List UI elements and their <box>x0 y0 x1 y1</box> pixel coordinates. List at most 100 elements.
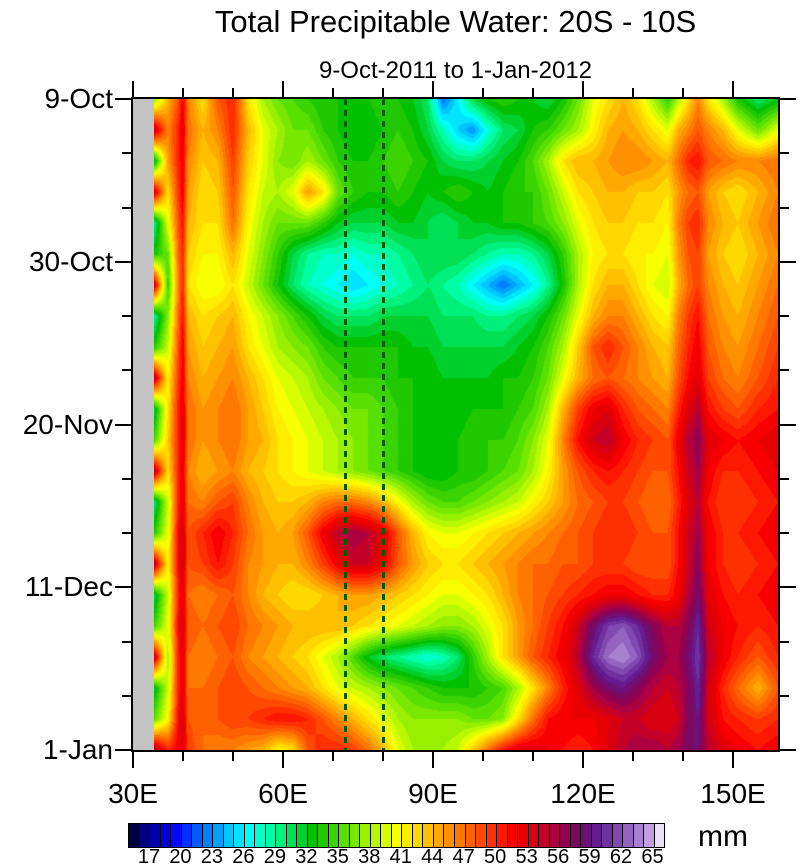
x-tick-minor-top <box>482 88 484 97</box>
colorbar-cell <box>202 824 214 847</box>
colorbar-cell <box>654 824 665 847</box>
y-tick-label: 20-Nov <box>22 408 113 440</box>
x-tick-major <box>132 752 134 768</box>
y-tick-label: 1-Jan <box>42 734 113 765</box>
y-tick-minor <box>122 152 131 155</box>
colorbar-cell <box>244 824 256 847</box>
colorbar-tick-label: 56 <box>546 846 570 867</box>
y-tick-minor-right <box>780 477 789 480</box>
colorbar-cell <box>465 824 477 847</box>
colorbar-cell <box>255 824 266 847</box>
colorbar-cell <box>402 824 413 847</box>
x-tick-major-top <box>282 81 284 97</box>
x-tick-major <box>582 752 584 768</box>
colorbar-cell <box>381 824 392 847</box>
colorbar-cell <box>623 824 634 847</box>
colorbar-tick-label: 32 <box>295 846 318 867</box>
y-tick-major <box>115 423 131 426</box>
y-tick-label: 9-Oct <box>44 83 113 114</box>
colorbar-labels: 17 20 23 26 29 32 35 38 41 44 47 50 53 56 59 62 65 <box>128 846 664 867</box>
colorbar-cell <box>349 824 361 847</box>
colorbar-cell <box>539 824 550 847</box>
x-tick-minor <box>632 752 634 761</box>
colorbar-tick-label: 50 <box>484 846 507 867</box>
y-tick-major-right <box>780 586 796 589</box>
y-tick-major-right <box>780 749 796 751</box>
colorbar-cell <box>423 824 434 847</box>
colorbar-cell <box>339 824 350 847</box>
x-tick-major-top <box>582 81 584 97</box>
x-tick-minor-top <box>232 88 234 97</box>
colorbar-cell <box>612 824 624 847</box>
colorbar-tick-label: 29 <box>263 846 286 867</box>
colorbar-cell <box>171 824 182 847</box>
colorbar-cell <box>486 824 498 847</box>
x-tick-minor <box>332 752 334 761</box>
colorbar-cell <box>307 824 319 847</box>
colorbar-cell <box>328 824 340 847</box>
colorbar-cell <box>318 824 329 847</box>
y-tick-major <box>115 98 131 100</box>
y-tick-major-right <box>780 98 796 100</box>
dashed-reference-line-2 <box>381 99 385 750</box>
colorbar-cell <box>570 824 582 847</box>
colorbar-cell <box>476 824 487 847</box>
y-tick-major-right <box>780 260 796 263</box>
colorbar-cell <box>286 824 298 847</box>
x-tick-label: 60E <box>258 778 308 809</box>
colorbar-cell <box>633 824 645 847</box>
y-tick-major <box>115 749 131 751</box>
y-tick-minor <box>122 206 131 209</box>
y-tick-minor-right <box>780 532 789 534</box>
colorbar-tick-label: 47 <box>452 846 475 867</box>
colorbar-cell <box>444 824 455 847</box>
y-tick-minor <box>122 532 131 534</box>
y-tick-minor <box>122 694 131 697</box>
x-tick-label: 150E <box>700 778 766 809</box>
y-tick-major-right <box>780 423 796 426</box>
y-tick-minor-right <box>780 315 789 317</box>
y-tick-label: 11-Dec <box>24 571 113 603</box>
x-tick-minor-top <box>632 88 634 97</box>
colorbar-tick-label: 59 <box>578 846 601 867</box>
y-tick-minor-right <box>780 640 789 643</box>
x-tick-minor <box>532 752 534 761</box>
y-tick-minor-right <box>780 152 789 155</box>
x-tick-label: 120E <box>550 778 616 809</box>
x-tick-minor <box>232 752 234 761</box>
colorbar-cell <box>150 824 161 847</box>
colorbar-cell <box>181 824 193 847</box>
plot-area: 30E 60E 90E 120E 150E 9-Oct 30-Oct 20-Nov 11-Dec… <box>23 81 796 809</box>
x-tick-minor-top <box>382 88 384 97</box>
dashed-reference-line-1 <box>344 99 347 750</box>
x-tick-minor <box>182 752 184 761</box>
colorbar-cell <box>160 824 172 847</box>
heatmap-canvas <box>133 99 778 750</box>
colorbar-tick-label: 20 <box>169 846 192 867</box>
y-tick-minor-right <box>780 206 789 209</box>
y-tick-major <box>115 586 131 589</box>
colorbar-cell <box>581 824 592 847</box>
colorbar-cell <box>223 824 235 847</box>
x-tick-minor-top <box>682 88 684 97</box>
colorbar-cell <box>591 824 603 847</box>
colorbar-cell <box>602 824 613 847</box>
x-tick-label: 90E <box>408 778 458 809</box>
colorbar-cell <box>360 824 371 847</box>
colorbar-tick-label: 44 <box>421 846 444 867</box>
colorbar-cell <box>297 824 308 847</box>
y-tick-minor <box>122 640 131 643</box>
x-tick-minor-top <box>332 88 334 97</box>
colorbar-tick-label: 17 <box>137 846 161 867</box>
chart-title: Total Precipitable Water: 20S - 10S <box>214 4 697 39</box>
y-tick-minor-right <box>780 369 789 372</box>
y-tick-minor <box>122 369 131 372</box>
colorbar-cell <box>234 824 245 847</box>
y-tick-minor <box>122 315 131 317</box>
missing-data-band <box>133 99 154 750</box>
colorbar-cell <box>129 824 140 847</box>
colorbar-cell <box>412 824 424 847</box>
colorbar <box>128 823 665 848</box>
colorbar-cell <box>370 824 382 847</box>
colorbar-tick-label: 53 <box>515 846 538 867</box>
